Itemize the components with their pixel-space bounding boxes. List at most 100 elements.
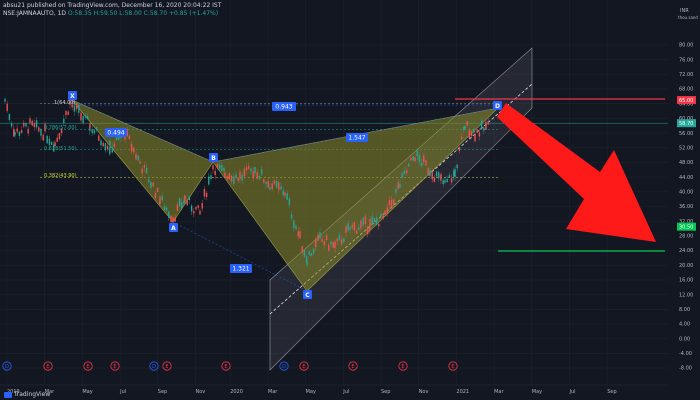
price-tick-label: 40.00 — [679, 190, 693, 196]
event-marker[interactable]: E — [110, 361, 120, 371]
svg-text:D: D — [152, 364, 156, 370]
price-axis[interactable]: INR thou.sand 80.0076.0072.0068.0064.006… — [678, 8, 698, 372]
time-tick-label: Jul — [569, 389, 576, 395]
svg-text:0.494: 0.494 — [107, 130, 124, 137]
point-a: A — [169, 223, 178, 232]
price-tick-label: 24.00 — [679, 248, 693, 254]
point-d: D — [493, 101, 502, 110]
ratio-label-bd: 1.547 — [346, 133, 368, 142]
axis-unit: thou.sand — [678, 15, 698, 20]
event-marker[interactable]: E — [299, 361, 309, 371]
event-marker[interactable]: D — [149, 361, 159, 371]
pattern-xb — [71, 99, 214, 163]
event-marker[interactable]: E — [348, 361, 358, 371]
fib-label-0382: 0.382(43.90) — [44, 173, 77, 179]
time-tick-label: 2020 — [230, 389, 243, 395]
price-tick-label: 8.00 — [679, 307, 690, 313]
fib-label-1: 1(64.00) — [54, 100, 75, 106]
price-tick-label: 72.00 — [679, 72, 693, 78]
ohlc-values: O:58.35 H:59.50 L:58.00 C:58.70 — [67, 10, 168, 17]
svg-text:E: E — [113, 364, 116, 370]
price-tick-label: 68.00 — [679, 87, 693, 93]
change-value: +0.85 (+1.47%) — [168, 10, 219, 17]
price-tag: 58.70 — [677, 119, 696, 128]
ratio-label-ac: 1.321 — [230, 264, 252, 273]
price-tick-label: 32.00 — [679, 219, 693, 225]
price-tag: 65.00 — [677, 96, 696, 105]
price-tick-label: -4.00 — [679, 351, 692, 357]
svg-text:E: E — [302, 364, 305, 370]
svg-text:C: C — [305, 292, 310, 299]
svg-text:E: E — [46, 364, 49, 370]
price-tick-label: 36.00 — [679, 204, 693, 210]
time-tick-label: Nov — [196, 389, 206, 395]
time-tick-label: 2019 — [7, 389, 20, 395]
axis-currency: INR — [680, 8, 689, 14]
time-tick-label: Jul — [119, 389, 126, 395]
price-tick-label: 12.00 — [679, 292, 693, 298]
svg-text:30.50: 30.50 — [679, 224, 693, 230]
event-marker[interactable]: D — [2, 361, 12, 371]
svg-text:1.547: 1.547 — [348, 135, 365, 142]
price-tick-label: 20.00 — [679, 263, 693, 269]
ratio-labels: 0.943 0.494 1.547 1.321 — [105, 102, 368, 273]
svg-text:D: D — [495, 103, 500, 110]
time-tick-label: 2021 — [456, 389, 469, 395]
event-marker[interactable]: E — [83, 361, 93, 371]
price-tick-label: 76.00 — [679, 57, 693, 63]
event-marker[interactable]: D — [279, 361, 289, 371]
price-tags: 65.00 58.70 30.50 — [677, 96, 696, 231]
svg-text:E: E — [86, 364, 89, 370]
price-tick-label: 56.00 — [679, 131, 693, 137]
time-tick-label: Mar — [268, 389, 278, 395]
price-tag: 30.50 — [677, 222, 696, 231]
pattern-points: X A B C D — [68, 91, 502, 299]
point-x: X — [68, 91, 77, 100]
time-tick-label: Jul — [342, 389, 349, 395]
svg-text:58.70: 58.70 — [679, 121, 693, 127]
svg-text:B: B — [211, 155, 216, 162]
price-tick-label: 80.00 — [679, 43, 693, 49]
price-tick-label: 0.00 — [679, 336, 690, 342]
event-marker[interactable]: E — [43, 361, 53, 371]
svg-text:E: E — [401, 364, 404, 370]
time-tick-label: Nov — [419, 389, 429, 395]
price-tick-label: 48.00 — [679, 160, 693, 166]
ratio-label-xd: 0.943 — [272, 102, 296, 111]
time-tick-label: Sep — [381, 389, 390, 395]
ratio-label-xb: 0.494 — [105, 128, 127, 137]
publisher-line: absu21 published on TradingView.com, Dec… — [3, 2, 222, 9]
fib-labels: 1(64.00) 0.786(57.00) 0.618(51.50) 0.382… — [44, 100, 77, 179]
time-tick-label: Mar — [494, 389, 504, 395]
event-marker[interactable]: E — [398, 361, 408, 371]
event-marker[interactable]: E — [448, 361, 458, 371]
svg-text:65.00: 65.00 — [679, 98, 693, 104]
price-tick-label: 52.00 — [679, 145, 693, 151]
time-tick-label: Mar — [45, 389, 55, 395]
brand-label: TradingView — [14, 391, 51, 398]
tradingview-logo-icon — [4, 391, 12, 398]
pattern-ac — [172, 221, 308, 292]
price-tick-label: 44.00 — [679, 175, 693, 181]
point-b: B — [209, 153, 218, 162]
time-tick-label: May — [532, 389, 542, 395]
price-tick-label: -8.00 — [679, 366, 692, 372]
symbol-label[interactable]: NSE:JAMNAAUTO, 1D — [3, 10, 66, 17]
price-tick-label: 4.00 — [679, 322, 690, 328]
time-tick-label: Sep — [607, 389, 616, 395]
event-marker[interactable]: E — [162, 361, 172, 371]
svg-text:1.321: 1.321 — [232, 266, 249, 273]
price-tick-label: 16.00 — [679, 278, 693, 284]
svg-text:E: E — [224, 364, 227, 370]
svg-text:D: D — [5, 364, 9, 370]
svg-text:X: X — [70, 93, 75, 100]
svg-text:D: D — [282, 364, 286, 370]
time-tick-label: May — [82, 389, 92, 395]
footer: TradingView — [4, 391, 50, 398]
event-marker[interactable]: E — [221, 361, 231, 371]
time-axis[interactable]: 2019 Mar May Jul Sep Nov 2020 Mar May Jul Sep Nov 20… — [7, 389, 617, 395]
time-tick-label: Sep — [158, 389, 167, 395]
price-tick-label: 60.00 — [679, 116, 693, 122]
